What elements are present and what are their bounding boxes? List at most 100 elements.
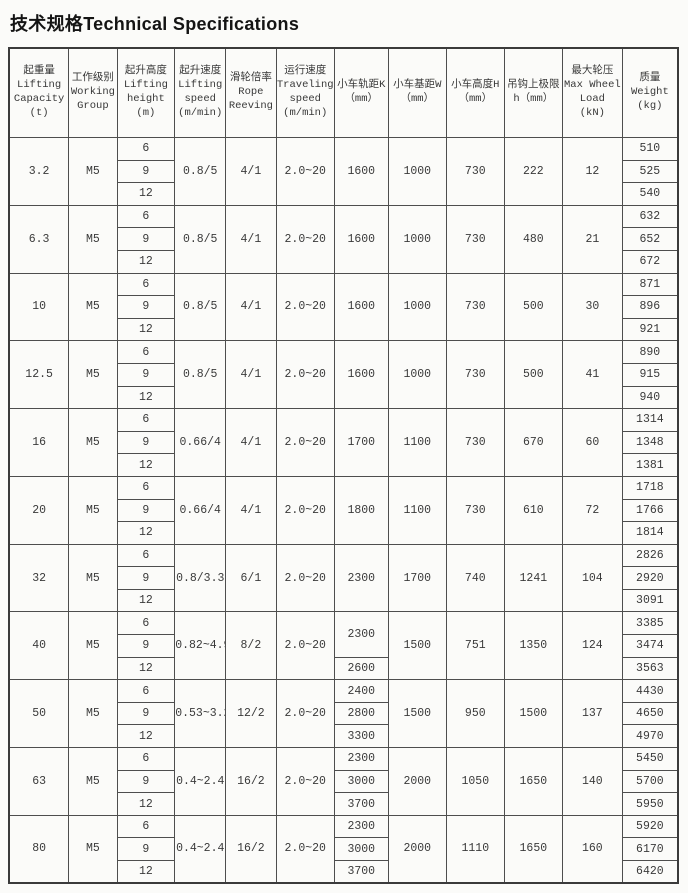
cell-lifting-height: 9 xyxy=(116,498,176,523)
col-header-line: Rope xyxy=(238,86,264,99)
cell-lifting-height: 6 xyxy=(116,272,176,297)
cell-trolley-wheel-base: 1000 xyxy=(387,272,447,342)
col-header-line: 起升速度 xyxy=(179,65,222,78)
table-row: 12 2600 3563 xyxy=(9,656,679,681)
cell-max-wheel-load: 104 xyxy=(562,543,623,613)
cell-weight: 3563 xyxy=(621,656,679,681)
cell-working-group: M5 xyxy=(68,137,118,206)
cell-lifting-capacity: 63 xyxy=(8,747,70,816)
cell-hook-upper-limit: 480 xyxy=(503,204,564,274)
cell-weight: 1381 xyxy=(621,453,679,477)
col-header-line: (t) xyxy=(29,106,49,119)
cell-lifting-capacity: 20 xyxy=(8,475,70,545)
page-title: 技术规格Technical Specifications xyxy=(10,10,688,36)
cell-lifting-height: 12 xyxy=(116,656,176,681)
cell-trolley-wheel-base: 2000 xyxy=(387,814,447,884)
cell-weight: 940 xyxy=(621,385,679,410)
table-row: 63 M5 6 0.4~2.4 16/2 2.0~20 2300 2000 1050 1650 14… xyxy=(8,747,679,816)
cell-lifting-height: 9 xyxy=(116,769,176,794)
cell-weight: 3091 xyxy=(621,588,679,613)
cell-lifting-capacity: 16 xyxy=(8,408,70,477)
col-header-line: Lifting xyxy=(178,79,223,92)
col-header-line: 起升高度 xyxy=(124,65,167,78)
col-header-line: (m/min) xyxy=(283,106,328,119)
cell-hook-upper-limit: 1241 xyxy=(503,543,564,613)
cell-lifting-capacity: 3.2 xyxy=(8,137,70,206)
cell-trolley-track-gauge: 3300 xyxy=(333,724,389,749)
col-header-hook-upper-limit: 吊钩上极限 h（mm） xyxy=(503,47,564,138)
cell-lifting-speed: 0.8/5 xyxy=(174,340,227,410)
cell-traveling-speed: 2.0~20 xyxy=(275,340,335,410)
cell-weight: 896 xyxy=(621,295,679,319)
cell-lifting-height: 12 xyxy=(116,385,176,410)
cell-lifting-height: 12 xyxy=(116,724,176,749)
cell-lifting-speed: 0.8/5 xyxy=(174,204,227,274)
col-header-max-wheel-load: 最大轮压 Max Wheel Load (kN) xyxy=(562,47,623,138)
cell-trolley-wheel-base: 1000 xyxy=(387,340,447,410)
cell-lifting-height: 6 xyxy=(116,408,176,432)
col-header-line: Traveling xyxy=(276,79,334,92)
cell-lifting-speed: 0.53~3.2 xyxy=(174,679,227,749)
cell-traveling-speed: 2.0~20 xyxy=(275,543,335,613)
col-header-line: (kg) xyxy=(637,99,663,112)
col-header-line: speed xyxy=(289,93,321,105)
cell-trolley-wheel-base: 1000 xyxy=(387,204,447,274)
cell-lifting-height: 9 xyxy=(116,362,176,387)
col-header-lifting-speed: 起升速度 Lifting speed (m/min) xyxy=(174,47,227,138)
cell-hook-upper-limit: 500 xyxy=(503,340,564,410)
table-header-row: 起重量 Lifting Capacity (t) 工作级别 Working Group 起升高… xyxy=(8,47,679,138)
cell-weight: 5450 xyxy=(621,747,679,771)
cell-trolley-wheel-base: 1500 xyxy=(387,679,447,749)
col-header-trolley-height: 小车高度H （mm） xyxy=(445,47,505,138)
cell-hook-upper-limit: 670 xyxy=(503,408,564,477)
col-header-trolley-wheel-base: 小车基距W （mm） xyxy=(387,47,447,138)
cell-lifting-speed: 0.66/4 xyxy=(174,475,227,545)
cell-lifting-capacity: 6.3 xyxy=(8,204,70,274)
cell-trolley-height: 751 xyxy=(445,611,505,681)
table-row: 9 2800 4650 xyxy=(9,701,679,726)
cell-lifting-height: 9 xyxy=(116,430,176,455)
col-header-line: Max Wheel xyxy=(564,79,621,92)
cell-rope-reeving: 16/2 xyxy=(225,814,277,884)
cell-lifting-capacity: 32 xyxy=(8,543,70,613)
table-row: 12.5 M5 6 0.8/5 4/1 2.0~20 1600 1000 730 500 41 890 xyxy=(8,340,679,410)
col-header-line: Capacity xyxy=(13,93,65,105)
col-header-line: 小车高度H xyxy=(451,79,500,92)
cell-rope-reeving: 8/2 xyxy=(225,611,277,681)
cell-lifting-speed: 0.8/5 xyxy=(174,272,227,342)
cell-lifting-height: 6 xyxy=(116,137,176,161)
cell-weight: 5920 xyxy=(621,814,679,839)
cell-lifting-height: 6 xyxy=(116,204,176,229)
cell-trolley-track-gauge: 3700 xyxy=(333,860,389,884)
cell-lifting-capacity: 12.5 xyxy=(8,340,70,410)
table-row: 9 3474 xyxy=(9,634,679,658)
cell-lifting-speed: 0.66/4 xyxy=(174,408,227,477)
col-header-weight: 质量 Weight (kg) xyxy=(621,47,679,138)
cell-weight: 510 xyxy=(621,137,679,161)
cell-rope-reeving: 4/1 xyxy=(225,408,277,477)
cell-weight: 5950 xyxy=(621,792,679,816)
cell-lifting-height: 9 xyxy=(116,295,176,319)
col-header-line: (m/min) xyxy=(178,106,223,119)
cell-trolley-wheel-base: 2000 xyxy=(387,747,447,816)
cell-lifting-capacity: 40 xyxy=(8,611,70,681)
cell-trolley-track-gauge: 2300 xyxy=(333,747,389,771)
cell-working-group: M5 xyxy=(68,543,118,613)
cell-lifting-height: 6 xyxy=(116,611,176,636)
cell-trolley-height: 730 xyxy=(445,272,505,342)
cell-trolley-track-gauge: 2300 xyxy=(333,611,389,658)
table-row: 16 M5 6 0.66/4 4/1 2.0~20 1700 1100 730 670 60 1314 xyxy=(8,408,679,477)
cell-lifting-height: 6 xyxy=(116,747,176,771)
cell-rope-reeving: 4/1 xyxy=(225,340,277,410)
cell-weight: 1766 xyxy=(621,498,679,523)
page-title-zh: 技术规格 xyxy=(10,14,84,34)
cell-max-wheel-load: 72 xyxy=(562,475,623,545)
cell-working-group: M5 xyxy=(68,340,118,410)
cell-lifting-speed: 0.8/3.3 xyxy=(174,543,227,613)
table-row: 12 1814 xyxy=(9,521,679,545)
cell-lifting-height: 12 xyxy=(116,860,176,884)
col-header-line: (m) xyxy=(136,106,156,119)
col-header-line: （mm） xyxy=(458,93,493,105)
cell-working-group: M5 xyxy=(68,475,118,545)
